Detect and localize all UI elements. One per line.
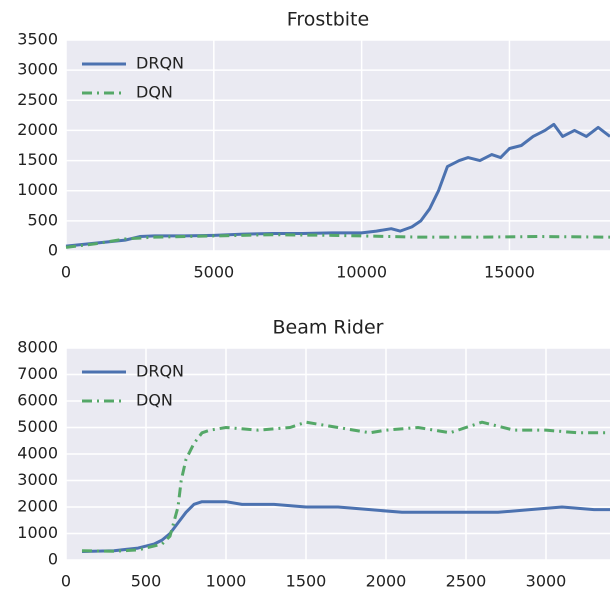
y-tick-label: 3000	[17, 60, 58, 79]
x-tick-label: 0	[61, 572, 71, 590]
x-tick-label: 3000	[526, 572, 567, 590]
x-tick-label: 5000	[193, 263, 234, 282]
y-tick-label: 2000	[17, 497, 58, 516]
chart-title: Beam Rider	[273, 317, 384, 339]
y-tick-label: 1500	[17, 150, 58, 169]
legend-label: DRQN	[136, 54, 184, 73]
x-tick-label: 2500	[446, 572, 487, 590]
x-tick-label: 500	[131, 572, 162, 590]
y-tick-label: 500	[27, 210, 58, 229]
y-tick-label: 0	[48, 241, 58, 260]
legend-label: DQN	[136, 391, 173, 410]
y-tick-label: 4000	[17, 444, 58, 463]
x-tick-label: 2000	[366, 572, 407, 590]
data-line	[81, 500, 610, 554]
legend-label: DQN	[136, 83, 173, 102]
y-tick-label: 0	[48, 550, 58, 569]
x-tick-label: 1000	[206, 572, 247, 590]
x-tick-label: 1500	[286, 572, 327, 590]
y-tick-label: 6000	[17, 391, 58, 410]
y-tick-label: 3500	[17, 30, 58, 49]
y-tick-label: 7000	[17, 364, 58, 383]
y-tick-label: 1000	[17, 180, 58, 199]
x-tick-label: 0	[61, 263, 71, 282]
y-tick-label: 5000	[17, 417, 58, 436]
y-tick-label: 2000	[17, 120, 58, 139]
legend-label: DRQN	[136, 362, 184, 381]
chart-title: Frostbite	[287, 9, 369, 31]
y-tick-label: 2500	[17, 90, 58, 109]
y-tick-label: 1000	[17, 523, 58, 542]
y-tick-label: 8000	[17, 338, 58, 357]
data-line	[65, 233, 610, 249]
x-tick-label: 15000	[484, 263, 535, 282]
data-line	[81, 420, 610, 553]
y-tick-label: 3000	[17, 470, 58, 489]
x-tick-label: 10000	[336, 263, 387, 282]
